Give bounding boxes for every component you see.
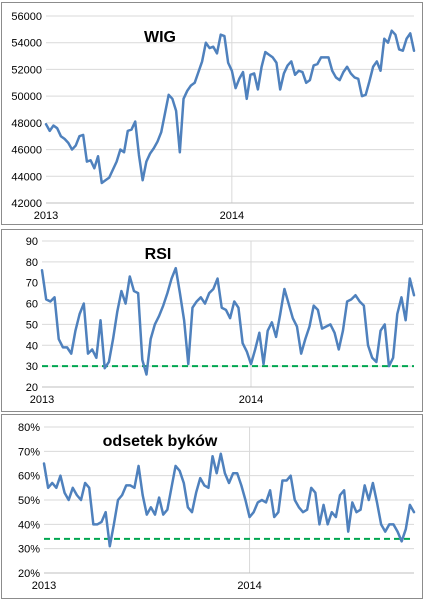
series-line [40,266,416,376]
y-tick-label: 56000 [11,11,42,23]
y-tick-label: 44000 [11,171,42,183]
y-tick-label: 46000 [11,145,42,157]
x-tick-label: 2014 [220,210,244,222]
chart-panel-1: 42000 44000 46000 48000 50000 52000 54000 56000… [1,2,423,225]
y-tick-label: 80 [26,257,38,269]
series-line [44,29,416,185]
y-tick-label: 40 [26,340,38,352]
y-tick-label: 48000 [11,118,42,130]
chart-panel-2: 20 30 40 50 60 70 80 90 2013 2014 RSI [1,229,423,412]
y-tick-label: 50 [26,319,38,331]
chart-title: odsetek byków [103,433,218,450]
y-tick-label: 60 [26,299,38,311]
series-line [42,452,416,548]
y-tick-label: 50000 [11,91,42,103]
chart-panel-3: 20% 30% 40% 50% 60% 70% 80% 2013 2014 odsetek byk… [1,414,423,599]
y-tick-label: 40% [18,519,40,531]
chart-frame [1,2,423,225]
x-tick-label: 2014 [239,394,263,406]
y-tick-label: 60% [18,471,40,483]
chart-frame [1,229,423,412]
chart-title: RSI [145,246,172,263]
y-tick-label: 70% [18,446,40,458]
x-tick-label: 2013 [34,210,58,222]
y-tick-label: 50% [18,495,40,507]
y-tick-label: 20 [26,382,38,394]
y-tick-label: 30 [26,361,38,373]
y-tick-label: 90 [26,236,38,248]
chart-title: WIG [144,29,176,46]
y-tick-label: 80% [18,422,40,434]
x-tick-label: 2014 [237,580,261,592]
x-tick-label: 2013 [30,394,54,406]
y-tick-label: 52000 [11,64,42,76]
y-tick-label: 54000 [11,38,42,50]
y-tick-label: 20% [18,568,40,580]
x-tick-label: 2013 [32,580,56,592]
y-tick-label: 42000 [11,198,42,210]
y-tick-label: 30% [18,544,40,556]
y-tick-label: 70 [26,278,38,290]
